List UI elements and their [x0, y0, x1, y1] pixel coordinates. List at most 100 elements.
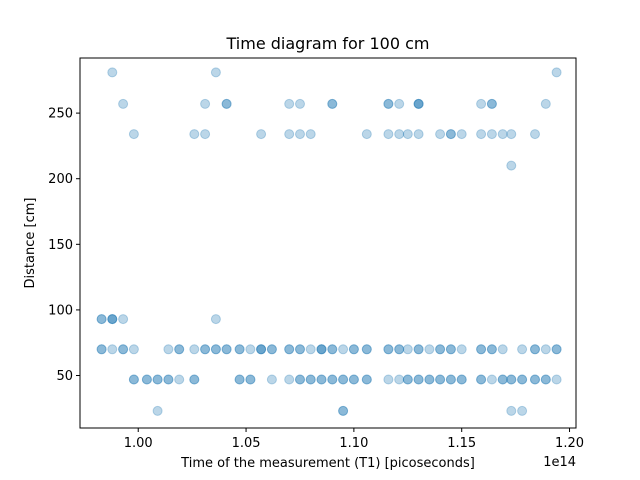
data-point	[163, 374, 174, 385]
data-point	[189, 374, 200, 385]
data-point	[316, 344, 327, 355]
data-point	[128, 129, 139, 140]
data-point	[394, 344, 405, 355]
data-point	[361, 344, 372, 355]
data-point	[361, 374, 372, 385]
data-point	[305, 129, 316, 140]
data-point	[256, 344, 267, 355]
data-point	[540, 374, 551, 385]
data-point	[476, 129, 487, 140]
chart-title: Time diagram for 100 cm	[226, 34, 430, 53]
data-point	[107, 67, 118, 78]
data-point	[96, 344, 107, 355]
data-point	[266, 344, 277, 355]
data-point	[394, 98, 405, 109]
data-point	[476, 344, 487, 355]
data-point	[327, 344, 338, 355]
data-point	[413, 374, 424, 385]
data-point	[316, 344, 327, 355]
y-tick-label: 200	[48, 172, 73, 187]
data-point	[361, 374, 372, 385]
data-point	[256, 344, 267, 355]
data-point	[338, 374, 349, 385]
data-point	[413, 98, 424, 109]
x-tick-label: 1.00	[124, 436, 153, 451]
y-axis-label: Distance [cm]	[23, 198, 38, 289]
data-point	[284, 129, 295, 140]
data-point	[486, 344, 497, 355]
data-point	[435, 374, 446, 385]
data-point	[456, 374, 467, 385]
data-point	[476, 98, 487, 109]
data-point	[338, 374, 349, 385]
data-point	[118, 98, 129, 109]
data-point	[118, 344, 129, 355]
data-point	[210, 344, 221, 355]
data-point	[445, 129, 456, 140]
data-point	[486, 98, 497, 109]
data-point	[245, 344, 256, 355]
data-point	[551, 67, 562, 78]
data-point	[435, 129, 446, 140]
data-point	[476, 344, 487, 355]
data-point	[327, 98, 338, 109]
data-point	[295, 98, 305, 109]
y-tick-label: 100	[48, 303, 73, 318]
data-point	[141, 374, 152, 385]
data-point	[295, 374, 305, 385]
data-point	[517, 374, 528, 385]
data-point	[486, 98, 497, 109]
data-point	[402, 344, 413, 355]
data-point	[383, 98, 394, 109]
data-point	[456, 129, 467, 140]
data-point	[383, 129, 394, 140]
data-point	[424, 344, 435, 355]
data-point	[361, 129, 372, 140]
data-point	[200, 98, 211, 109]
data-point	[497, 374, 508, 385]
data-point	[394, 344, 405, 355]
data-point	[210, 314, 221, 325]
data-points	[96, 67, 562, 416]
data-point	[295, 344, 305, 355]
data-point	[402, 374, 413, 385]
data-point	[234, 344, 245, 355]
data-point	[152, 374, 163, 385]
data-point	[445, 374, 456, 385]
data-point	[551, 344, 562, 355]
data-point	[107, 314, 118, 325]
data-point	[445, 344, 456, 355]
data-point	[506, 129, 517, 140]
data-point	[128, 344, 139, 355]
data-point	[517, 374, 528, 385]
x-tick-label: 1.15	[447, 436, 476, 451]
data-point	[210, 67, 221, 78]
data-point	[413, 344, 424, 355]
data-point	[530, 374, 540, 385]
data-point	[189, 344, 200, 355]
data-point	[424, 374, 435, 385]
data-point	[506, 405, 517, 416]
data-point	[163, 374, 174, 385]
x-tick-label: 1.20	[555, 436, 584, 451]
data-point	[305, 374, 316, 385]
data-point	[338, 344, 349, 355]
data-point	[338, 405, 349, 416]
data-point	[295, 129, 305, 140]
plot-frame	[79, 57, 577, 429]
data-point	[327, 374, 338, 385]
data-point	[234, 374, 245, 385]
data-point	[200, 129, 211, 140]
data-point	[174, 344, 185, 355]
data-point	[284, 374, 295, 385]
data-point	[348, 344, 359, 355]
data-point	[361, 344, 372, 355]
data-point	[174, 374, 185, 385]
data-point	[305, 374, 316, 385]
data-point	[383, 344, 394, 355]
data-point	[163, 344, 174, 355]
data-point	[118, 344, 129, 355]
data-point	[118, 314, 129, 325]
